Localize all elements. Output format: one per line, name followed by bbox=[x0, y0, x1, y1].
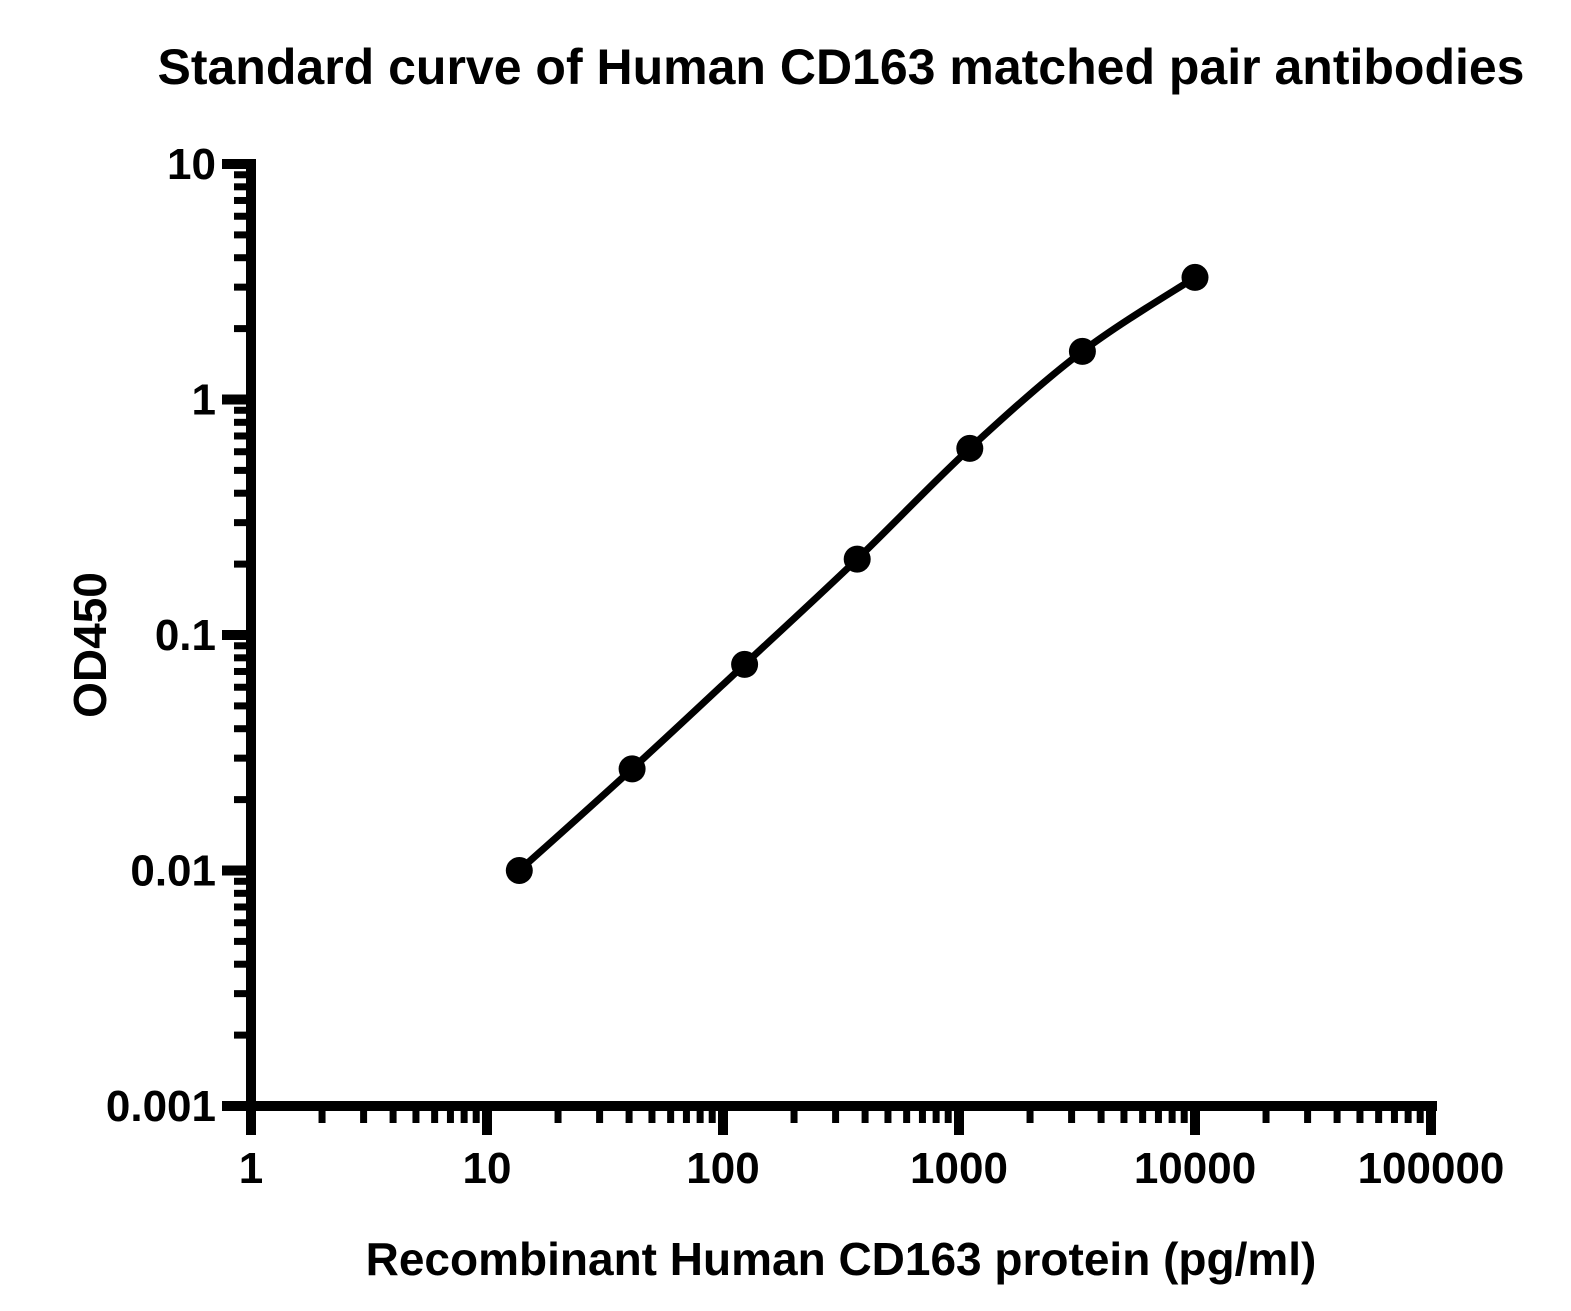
y-tick-label: 1 bbox=[192, 376, 216, 425]
x-tick-label: 10000 bbox=[1134, 1144, 1256, 1193]
data-point bbox=[1068, 337, 1096, 365]
y-tick-label: 0.1 bbox=[155, 611, 216, 660]
x-tick-label: 1000 bbox=[910, 1144, 1008, 1193]
data-point bbox=[618, 755, 646, 783]
data-point bbox=[731, 650, 759, 678]
x-axis-title: Recombinant Human CD163 protein (pg/ml) bbox=[365, 1233, 1317, 1285]
x-tick-label: 100 bbox=[686, 1144, 759, 1193]
y-axis-title: OD450 bbox=[64, 572, 116, 718]
x-tick-label: 1 bbox=[239, 1144, 263, 1193]
data-point bbox=[505, 857, 533, 884]
x-tick-label: 10 bbox=[463, 1144, 512, 1193]
y-tick-label: 10 bbox=[167, 140, 216, 189]
data-point bbox=[1181, 263, 1209, 291]
y-tick-label: 0.001 bbox=[106, 1082, 216, 1131]
data-point bbox=[843, 545, 871, 573]
chart-title: Standard curve of Human CD163 matched pa… bbox=[157, 39, 1525, 95]
standard-curve-line bbox=[515, 273, 1199, 874]
x-tick-label: 100000 bbox=[1358, 1144, 1505, 1193]
y-tick-label: 0.01 bbox=[130, 847, 216, 896]
data-point bbox=[956, 434, 984, 462]
